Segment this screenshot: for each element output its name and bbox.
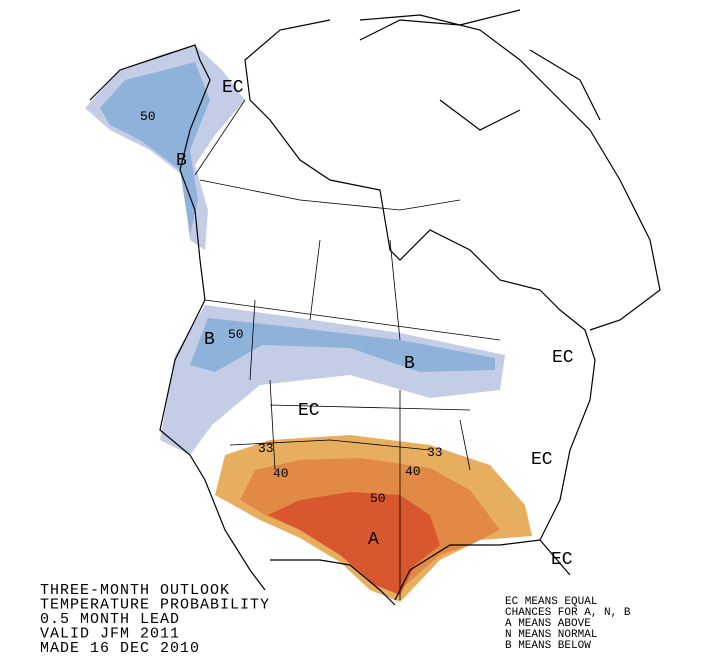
map-label: EC xyxy=(298,401,320,421)
legend-line: CHANCES FOR A, N, B xyxy=(505,607,631,619)
legend-line: A MEANS ABOVE xyxy=(505,618,591,630)
map-label: EC xyxy=(222,78,244,98)
above-region-50 xyxy=(268,492,440,595)
title-line: MADE 16 DEC 2010 xyxy=(40,640,200,657)
legend-line: N MEANS NORMAL xyxy=(505,629,597,641)
map-label: EC xyxy=(552,348,574,368)
map-label: 40 xyxy=(273,466,289,481)
below-region-dark xyxy=(100,62,210,235)
map-label: A xyxy=(368,530,379,550)
legend-line: EC MEANS EQUAL xyxy=(505,596,597,608)
map-label: 33 xyxy=(427,445,443,460)
arctic-islands xyxy=(359,9,601,131)
map-label: EC xyxy=(551,550,573,570)
legend-line: B MEANS BELOW xyxy=(505,640,591,652)
coastline xyxy=(89,14,661,606)
map-labels: EC 50 B B 50 B EC EC 33 33 40 40 50 A EC EC xyxy=(140,78,574,570)
map-label: B xyxy=(176,151,187,171)
title-line: THREE-MONTH OUTLOOK xyxy=(40,582,230,599)
map-label: 50 xyxy=(370,491,386,506)
below-region-dark xyxy=(190,318,495,372)
map-label: EC xyxy=(531,450,553,470)
map-label: 40 xyxy=(405,464,421,479)
political-border xyxy=(194,99,501,600)
map-label: 33 xyxy=(258,441,274,456)
title-line: 0.5 MONTH LEAD xyxy=(40,611,180,628)
map-label: B xyxy=(204,330,215,350)
map-label: 50 xyxy=(228,327,244,342)
title-line: TEMPERATURE PROBABILITY xyxy=(40,597,270,614)
map-label: B xyxy=(404,354,415,374)
title-line: VALID JFM 2011 xyxy=(40,626,180,643)
map-label: 50 xyxy=(140,109,156,124)
